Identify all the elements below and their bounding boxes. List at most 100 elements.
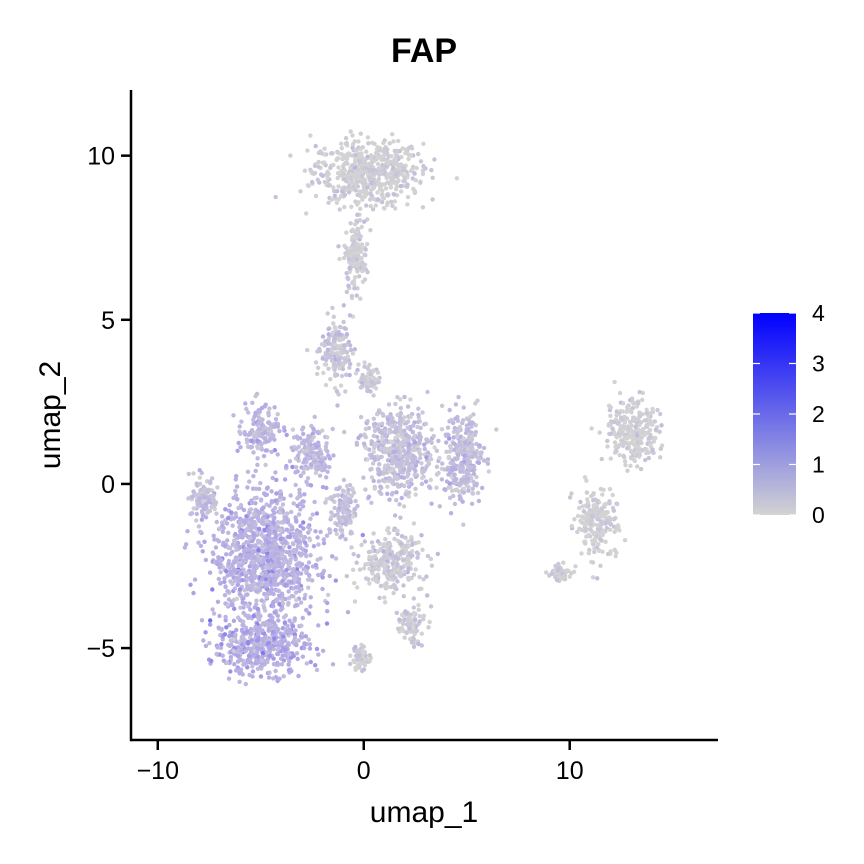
cell-point: [352, 507, 357, 512]
cell-point: [336, 332, 342, 337]
cell-point: [221, 525, 226, 531]
cell-point: [413, 492, 418, 497]
cell-point: [361, 644, 366, 649]
cell-point: [630, 405, 636, 411]
cell-point: [243, 613, 248, 618]
cell-point: [315, 177, 320, 182]
cell-point: [578, 518, 583, 523]
cell-point: [368, 372, 373, 377]
cell-point: [228, 551, 233, 557]
cell-point: [394, 498, 399, 503]
cell-point: [409, 146, 415, 151]
cell-point: [322, 146, 327, 151]
cell-point: [328, 377, 333, 382]
cell-point: [282, 559, 288, 564]
cell-point: [423, 479, 429, 484]
cell-point: [286, 642, 291, 647]
cell-point: [333, 578, 338, 583]
cell-point: [610, 492, 615, 498]
cell-point: [625, 426, 631, 432]
cell-point: [351, 552, 356, 557]
cell-point: [373, 554, 378, 559]
cell-point: [356, 227, 361, 232]
cell-point: [307, 538, 313, 543]
cell-point: [350, 567, 356, 572]
cell-point: [411, 572, 417, 577]
cell-point: [344, 289, 349, 295]
cell-point: [569, 523, 574, 529]
cell-point: [268, 644, 273, 650]
cell-point: [271, 636, 277, 641]
cell-point: [321, 541, 327, 546]
cell-point: [432, 157, 437, 162]
cell-point: [380, 191, 385, 197]
cell-point: [608, 422, 613, 427]
cell-point: [269, 587, 274, 592]
cell-point: [327, 464, 332, 470]
cell-point: [261, 557, 266, 563]
cell-point: [349, 293, 355, 299]
cell-point: [600, 529, 605, 534]
cell-point: [241, 605, 246, 610]
cell-point: [401, 583, 406, 588]
cell-point: [561, 560, 566, 565]
cell-point: [222, 576, 227, 581]
cell-point: [188, 582, 193, 587]
cell-point: [572, 517, 577, 522]
cell-point: [603, 511, 609, 516]
cell-point: [271, 661, 277, 667]
cell-point: [260, 566, 265, 571]
cell-point: [567, 495, 573, 500]
cell-point: [243, 573, 249, 579]
legend-tick-label: 1: [812, 452, 825, 478]
cell-point: [261, 605, 267, 610]
cell-point: [203, 502, 209, 507]
cell-point: [283, 596, 288, 602]
cell-point: [348, 518, 353, 523]
cell-point: [233, 531, 238, 537]
cell-point: [237, 520, 243, 525]
cell-point: [584, 490, 590, 495]
cell-point: [239, 634, 244, 640]
cell-point: [383, 429, 388, 434]
cell-point: [374, 579, 379, 584]
cell-point: [290, 427, 296, 432]
cell-point: [269, 449, 274, 455]
cell-point: [361, 441, 367, 446]
cell-point: [372, 445, 377, 450]
cell-point: [272, 405, 277, 410]
cell-point: [259, 582, 264, 587]
cell-point: [448, 460, 453, 466]
cell-point: [629, 410, 634, 415]
cell-point: [216, 555, 221, 560]
cell-point: [272, 424, 277, 429]
cell-point: [402, 428, 407, 433]
cell-point: [614, 448, 619, 454]
cell-point: [349, 545, 354, 550]
cell-point: [229, 602, 234, 608]
cell-point: [365, 561, 370, 567]
cell-point: [408, 612, 413, 617]
cell-point: [234, 547, 239, 553]
cell-point: [211, 503, 216, 509]
cell-point: [320, 575, 325, 580]
cell-point: [244, 406, 249, 412]
cell-point: [244, 514, 249, 519]
cell-point: [279, 662, 285, 667]
cell-point: [279, 567, 284, 572]
cell-point: [257, 486, 262, 492]
cell-point: [445, 467, 450, 472]
cell-point: [368, 191, 373, 196]
cell-point: [308, 483, 314, 488]
cell-point: [366, 577, 371, 582]
cell-point: [309, 179, 315, 185]
cell-point: [358, 131, 363, 136]
cell-point: [414, 165, 419, 171]
cell-point: [426, 461, 432, 466]
cell-point: [382, 468, 387, 473]
cell-point: [290, 541, 296, 546]
cell-point: [253, 468, 258, 474]
cell-point: [385, 172, 390, 177]
cell-point: [430, 197, 435, 202]
cell-point: [307, 642, 313, 647]
